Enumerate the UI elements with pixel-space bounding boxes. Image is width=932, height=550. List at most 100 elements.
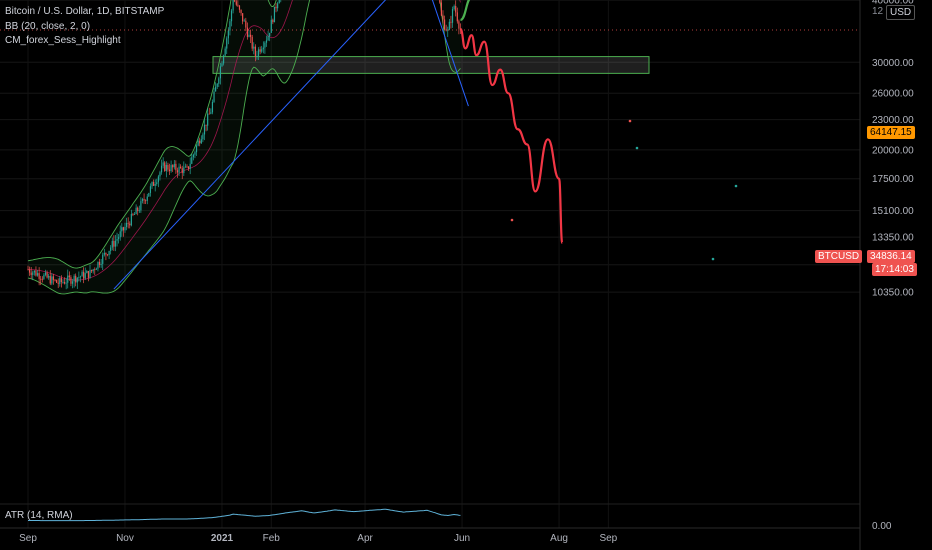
top-tick-partial: 12: [872, 6, 884, 17]
bollinger-bands-layer: [27, 0, 461, 295]
candle-body: [60, 278, 62, 283]
candle-body: [267, 36, 269, 41]
candle-body: [456, 12, 458, 22]
candle-body: [197, 140, 199, 146]
forecast-layer[interactable]: [459, 0, 738, 261]
support-zone-layer: [212, 56, 650, 74]
candle-body: [202, 134, 204, 140]
candle-body: [455, 6, 457, 13]
y-tick-label: 23000.00: [872, 115, 914, 126]
candle-body: [97, 261, 99, 269]
x-tick-label: Feb: [263, 533, 281, 544]
candle-body: [164, 162, 166, 172]
y-tick-label: 30000.00: [872, 58, 914, 69]
candle-body: [116, 238, 118, 241]
candle-body: [27, 269, 29, 271]
candle-body: [234, 0, 236, 2]
candle-body: [269, 32, 271, 37]
atr-axis-label: 0.00: [872, 521, 892, 532]
candle-body: [149, 186, 152, 193]
candle-body: [216, 83, 218, 87]
resistance-price-tag[interactable]: 64147.15: [867, 126, 915, 139]
candle-body: [265, 40, 268, 43]
candle-body: [195, 145, 198, 153]
x-tick-label: Sep: [19, 533, 37, 544]
candle-body: [140, 201, 142, 211]
candle-body: [183, 167, 185, 174]
candle-body: [246, 27, 249, 37]
candle-body: [129, 223, 131, 226]
candle-body: [186, 166, 188, 168]
candle-body: [245, 20, 247, 28]
candle-body: [170, 165, 172, 171]
candle-body: [210, 112, 212, 114]
indicator-bb-label[interactable]: BB (20, close, 2, 0): [5, 21, 91, 32]
candle-body: [181, 168, 183, 174]
time-axis[interactable]: Sep Nov 2021 Feb Apr Jun Aug Sep: [0, 527, 860, 544]
candle-body: [95, 268, 97, 270]
candle-body: [86, 270, 88, 274]
trendline-layer[interactable]: [113, 0, 554, 290]
candle-body: [439, 0, 441, 3]
last-price-tag[interactable]: 34836.14: [867, 250, 915, 263]
candle-body: [56, 280, 58, 283]
candle-body: [124, 226, 126, 231]
candle-body: [240, 9, 242, 14]
candle-body: [44, 272, 47, 275]
candle-body: [79, 276, 82, 278]
candle-body: [57, 282, 59, 284]
candle-body: [143, 199, 145, 201]
candle-body: [232, 0, 234, 11]
candle-body: [229, 21, 231, 31]
candle-body: [168, 169, 171, 171]
candle-body: [248, 34, 250, 37]
candle-body: [453, 6, 455, 10]
candle-body: [92, 269, 94, 272]
candle-body: [243, 20, 245, 22]
candle-body: [167, 165, 169, 170]
candle-body: [46, 272, 48, 278]
indicator-atr-label[interactable]: ATR (14, RMA): [5, 510, 73, 521]
candle-body: [218, 78, 220, 84]
trendline: [113, 0, 387, 290]
currency-badge[interactable]: USD: [886, 5, 916, 20]
candle-body: [451, 9, 454, 23]
candle-body: [78, 277, 80, 278]
candle-body: [187, 166, 190, 169]
candle-body: [76, 277, 78, 283]
candle-body: [235, 1, 237, 5]
support-zone-box: [212, 56, 650, 74]
candle-body: [75, 275, 77, 283]
candle-body: [122, 227, 124, 231]
candle-body: [275, 6, 277, 9]
candle-body: [43, 274, 45, 279]
candle-body: [256, 55, 258, 57]
x-tick-label: Nov: [116, 533, 134, 544]
y-tick-label: 13350.00: [872, 233, 914, 244]
candle-body: [83, 271, 85, 279]
candle-body: [215, 86, 217, 92]
candle-body: [67, 275, 69, 283]
candle-body: [159, 172, 161, 177]
candle-body: [222, 55, 225, 64]
candle-body: [445, 29, 447, 31]
candle-body: [180, 166, 182, 169]
candle-body: [108, 250, 110, 256]
candle-body: [106, 254, 109, 256]
candle-body: [224, 48, 226, 56]
ticker-tag[interactable]: BTCUSD: [815, 250, 863, 263]
candle-body: [54, 279, 56, 281]
resistance-layer[interactable]: [0, 0, 860, 31]
candle-body: [262, 47, 264, 50]
candle-body: [270, 19, 272, 33]
candle-body: [253, 46, 255, 49]
indicator-session-label[interactable]: CM_forex_Sess_Highlight: [5, 35, 121, 46]
candle-body: [62, 281, 64, 283]
candle-body: [48, 276, 50, 278]
candle-body: [172, 165, 174, 168]
candle-body: [151, 181, 153, 187]
candle-body: [178, 166, 180, 173]
candle-body: [157, 176, 159, 183]
candle-body: [32, 272, 34, 275]
